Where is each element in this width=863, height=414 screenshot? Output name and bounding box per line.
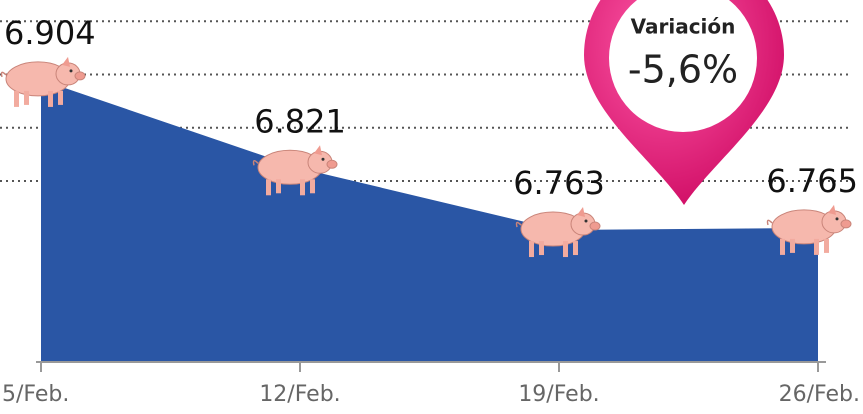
pin-inner bbox=[609, 0, 757, 132]
area-fill bbox=[41, 80, 818, 362]
x-tick-label: 19/Feb. bbox=[518, 382, 599, 407]
x-tick-label: 12/Feb. bbox=[259, 382, 340, 407]
value-label: 6.763 bbox=[513, 164, 605, 202]
value-label: 6.765 bbox=[766, 162, 858, 200]
value-label: 6.904 bbox=[4, 14, 96, 52]
annotation-title: Variación bbox=[631, 15, 736, 39]
x-tick-label: 5/Feb. bbox=[2, 382, 69, 407]
area-line bbox=[40, 79, 819, 233]
annotation-text: -5,6% bbox=[628, 48, 738, 92]
value-label: 6.821 bbox=[254, 102, 346, 140]
foreground: 5/Feb. 6.904 12/Feb. 6.821 19/Feb. 6.763 26/Fe… bbox=[0, 0, 860, 407]
x-tick-label: 26/Feb. bbox=[779, 382, 860, 407]
area-layer bbox=[40, 79, 819, 362]
